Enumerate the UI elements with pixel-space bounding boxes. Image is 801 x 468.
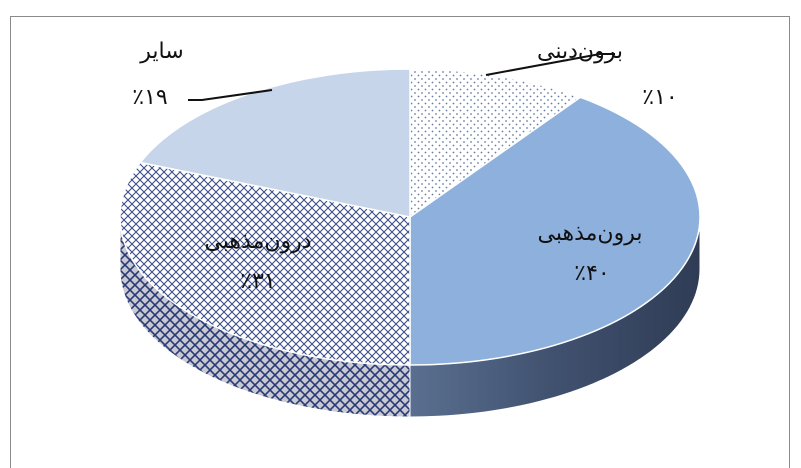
slice-label-0: برون‌دینی bbox=[537, 39, 623, 64]
pie-leader-lines bbox=[188, 53, 615, 101]
pie-labels: برون‌دینی ٪۱۰ برون‌مذهبی ٪۴۰ درون‌مذهبی … bbox=[132, 39, 677, 294]
slice-label-2: درون‌مذهبی bbox=[204, 229, 311, 254]
slice-value-0: ٪۱۰ bbox=[642, 85, 677, 110]
slice-value-3: ٪۱۹ bbox=[132, 85, 167, 110]
pie-slice-1 bbox=[409, 96, 701, 366]
leader-line-3 bbox=[188, 89, 273, 101]
pie-slice-3 bbox=[139, 68, 411, 218]
slice-label-1: برون‌مذهبی bbox=[538, 221, 643, 246]
pie-top bbox=[119, 68, 701, 366]
pie-slice-2 bbox=[119, 161, 411, 366]
slice-value-2: ٪۳۱ bbox=[240, 269, 275, 294]
pie-slice-0 bbox=[409, 68, 583, 219]
slice-value-1: ٪۴۰ bbox=[574, 261, 609, 286]
slice-label-3: سایر bbox=[139, 39, 183, 64]
leader-line-0 bbox=[485, 53, 615, 76]
